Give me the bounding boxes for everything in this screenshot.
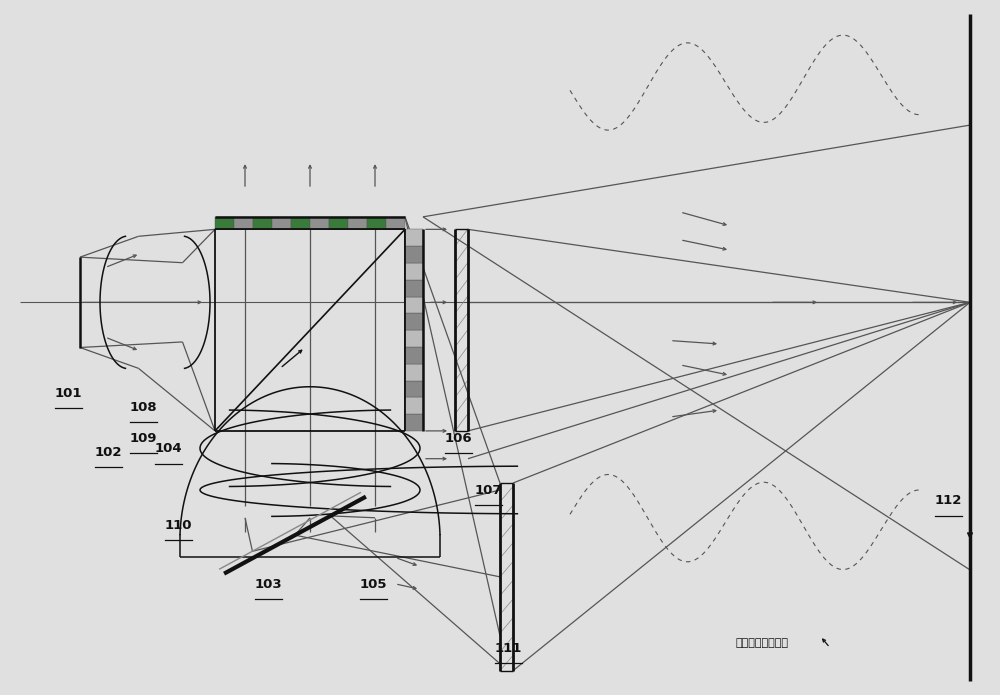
Text: 102: 102 — [95, 445, 122, 459]
Bar — [405, 263, 423, 280]
Bar — [253, 217, 272, 229]
Bar — [405, 229, 423, 246]
Bar — [405, 363, 423, 381]
Bar — [405, 246, 423, 263]
Text: 110: 110 — [165, 518, 192, 532]
Bar — [386, 217, 405, 229]
Bar — [405, 381, 423, 398]
Bar — [348, 217, 367, 229]
Text: 放映机至銀幕空间: 放映机至銀幕空间 — [735, 639, 788, 648]
Text: 101: 101 — [55, 386, 82, 400]
Bar — [291, 217, 310, 229]
Bar — [405, 313, 423, 330]
Bar — [405, 398, 423, 414]
Bar — [405, 279, 423, 297]
Text: 104: 104 — [155, 442, 183, 455]
Text: 109: 109 — [130, 432, 158, 445]
Text: 111: 111 — [495, 641, 522, 655]
Bar — [367, 217, 386, 229]
Bar — [405, 347, 423, 363]
Text: 108: 108 — [130, 400, 158, 414]
Text: 106: 106 — [445, 432, 473, 445]
Bar — [272, 217, 291, 229]
Text: 105: 105 — [360, 578, 388, 591]
Bar — [405, 414, 423, 431]
Bar — [405, 297, 423, 313]
Bar — [405, 330, 423, 347]
Text: 107: 107 — [475, 484, 503, 497]
Text: 112: 112 — [935, 494, 962, 507]
Bar — [329, 217, 348, 229]
Bar — [310, 217, 329, 229]
Bar — [234, 217, 253, 229]
Text: 103: 103 — [255, 578, 283, 591]
Bar — [215, 217, 234, 229]
